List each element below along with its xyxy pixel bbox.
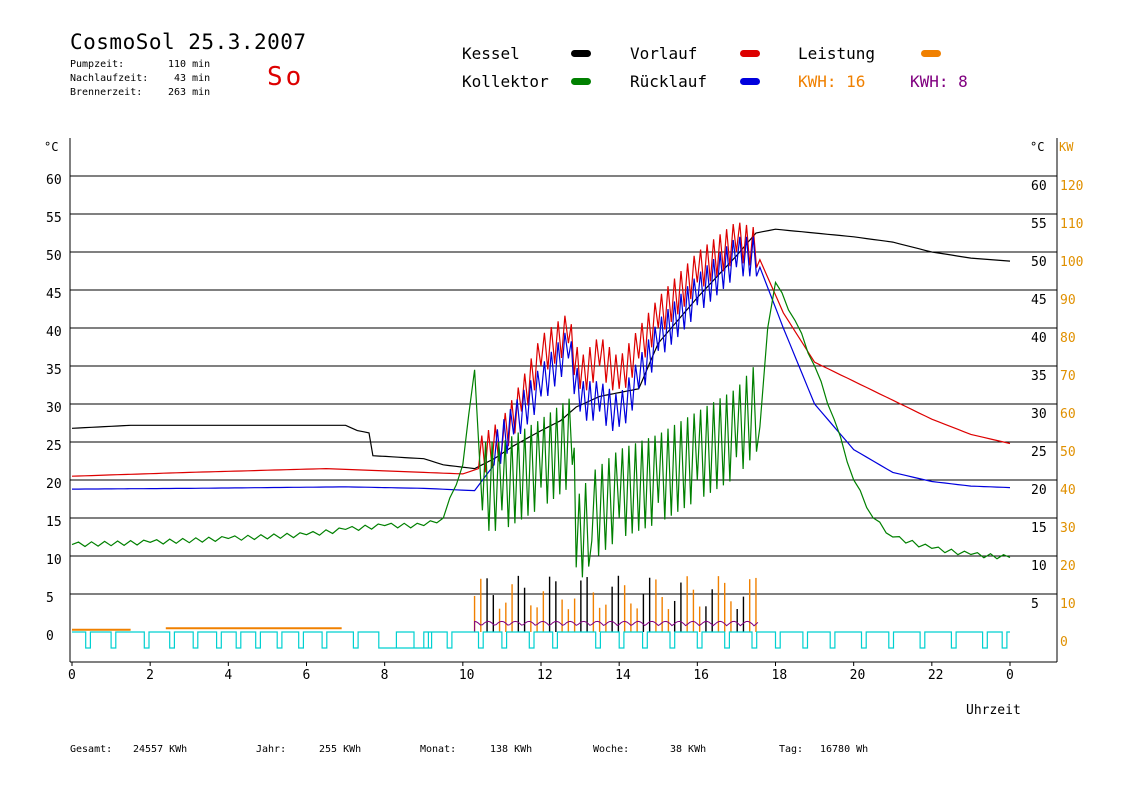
right-kw-tick-label: 120 — [1060, 179, 1083, 194]
x-tick-label: 12 — [537, 668, 553, 683]
footer-woche-label: Woche: — [593, 744, 630, 755]
x-tick-label: 0 — [1006, 668, 1014, 683]
series-line-kollektor — [71, 280, 1011, 578]
series-line-vorlauf — [71, 222, 1011, 477]
x-axis-label: Uhrzeit — [966, 703, 1021, 718]
right-kw-tick-label: 20 — [1060, 559, 1076, 574]
right-kw-tick-label: 40 — [1060, 483, 1076, 498]
left-tick-label: 35 — [46, 363, 62, 378]
legend-leistung-label: Leistung — [798, 44, 876, 63]
legend-leistung-swatch — [921, 50, 941, 57]
stat-brennerzeit-label: Brennerzeit: — [70, 87, 143, 98]
x-tick-label: 22 — [928, 668, 944, 683]
right-kw-tick-label: 10 — [1060, 597, 1076, 612]
x-tick-label: 16 — [693, 668, 709, 683]
left-tick-label: 50 — [46, 249, 62, 264]
left-tick-label: 55 — [46, 211, 62, 226]
left-tick-label: 10 — [46, 553, 62, 568]
legend-vorlauf-label: Vorlauf — [630, 44, 698, 63]
pump-status-trace — [72, 631, 1010, 649]
footer-gesamt-label: Gesamt: — [70, 744, 113, 755]
right-kw-tick-label: 70 — [1060, 369, 1076, 384]
legend-kessel-swatch — [571, 50, 591, 57]
series-line-ruecklauf — [72, 236, 1011, 492]
day-label: So — [267, 62, 305, 92]
x-tick-label: 14 — [615, 668, 631, 683]
legend-ruecklauf-swatch — [740, 78, 760, 85]
footer-jahr-label: Jahr: — [256, 744, 287, 755]
stat-pumpzeit-label: Pumpzeit: — [70, 59, 125, 70]
left-tick-label: 15 — [46, 515, 62, 530]
pump-trace — [72, 631, 1010, 649]
x-tick-label: 4 — [224, 668, 232, 683]
kwh-purple-trace — [474, 620, 759, 633]
right-axis-unit: °C — [1030, 140, 1044, 154]
right-tick-label: 55 — [1031, 217, 1047, 232]
right-tick-label: 60 — [1031, 179, 1047, 194]
right-tick-label: 35 — [1031, 369, 1047, 384]
right-tick-label: 40 — [1031, 331, 1047, 346]
legend-kwh-orange: KWH: 16 — [798, 72, 866, 91]
left-axis-unit: °C — [44, 140, 58, 154]
footer-monat-value: 138 KWh — [490, 744, 533, 755]
footer-jahr-value: 255 KWh — [319, 744, 362, 755]
left-tick-label: 0 — [46, 629, 54, 644]
right-kw-tick-label: 110 — [1060, 217, 1083, 232]
stat-brennerzeit-value: 263 min — [168, 87, 211, 98]
right-axis-kw-unit: KW — [1059, 140, 1074, 154]
left-tick-label: 60 — [46, 173, 62, 188]
footer-woche-value: 38 KWh — [670, 744, 707, 755]
right-tick-label: 50 — [1031, 255, 1047, 270]
right-kw-tick-label: 100 — [1060, 255, 1083, 270]
x-tick-label: 0 — [68, 668, 76, 683]
power-bars — [72, 575, 759, 633]
right-tick-label: 15 — [1031, 521, 1047, 536]
right-tick-label: 10 — [1031, 559, 1047, 574]
right-kw-tick-label: 30 — [1060, 521, 1076, 536]
legend-kessel-label: Kessel — [462, 44, 520, 63]
x-tick-label: 8 — [381, 668, 389, 683]
left-tick-label: 45 — [46, 287, 62, 302]
left-tick-label: 25 — [46, 439, 62, 454]
legend-kollektor-label: Kollektor — [462, 72, 549, 91]
footer-tag-value: 16780 Wh — [820, 744, 869, 755]
legend-ruecklauf-label: Rücklauf — [630, 72, 708, 91]
right-kw-tick-label: 90 — [1060, 293, 1076, 308]
right-tick-label: 20 — [1031, 483, 1047, 498]
footer-gesamt-value: 24557 KWh — [133, 744, 188, 755]
right-kw-tick-label: 60 — [1060, 407, 1076, 422]
footer-tag-label: Tag: — [779, 744, 804, 755]
legend-kollektor-swatch — [571, 78, 591, 85]
x-tick-label: 10 — [459, 668, 475, 683]
stat-pumpzeit-value: 110 min — [168, 59, 211, 70]
stat-nachlaufzeit-label: Nachlaufzeit: — [70, 73, 149, 84]
legend-vorlauf-swatch — [740, 50, 760, 57]
grid — [69, 138, 1058, 663]
right-kw-tick-label: 50 — [1060, 445, 1076, 460]
x-tick-label: 2 — [146, 668, 154, 683]
footer-monat-label: Monat: — [420, 744, 457, 755]
right-tick-label: 45 — [1031, 293, 1047, 308]
chart-title: CosmoSol 25.3.2007 — [70, 30, 307, 54]
stat-nachlaufzeit-value: 43 min — [174, 73, 211, 84]
right-kw-tick-label: 80 — [1060, 331, 1076, 346]
axis-ticks: 0510152025303540455055605101520253035404… — [46, 173, 1083, 683]
x-tick-label: 6 — [303, 668, 311, 683]
series-lines — [71, 222, 1011, 578]
left-tick-label: 40 — [46, 325, 62, 340]
right-tick-label: 25 — [1031, 445, 1047, 460]
left-tick-label: 20 — [46, 477, 62, 492]
right-tick-label: 30 — [1031, 407, 1047, 422]
left-tick-label: 30 — [46, 401, 62, 416]
left-tick-label: 5 — [46, 591, 54, 606]
right-tick-label: 5 — [1031, 597, 1039, 612]
series-line-kessel — [71, 228, 1011, 470]
x-tick-label: 18 — [772, 668, 788, 683]
right-kw-tick-label: 0 — [1060, 635, 1068, 650]
x-tick-label: 20 — [850, 668, 866, 683]
legend-kwh-purple: KWH: 8 — [910, 72, 968, 91]
